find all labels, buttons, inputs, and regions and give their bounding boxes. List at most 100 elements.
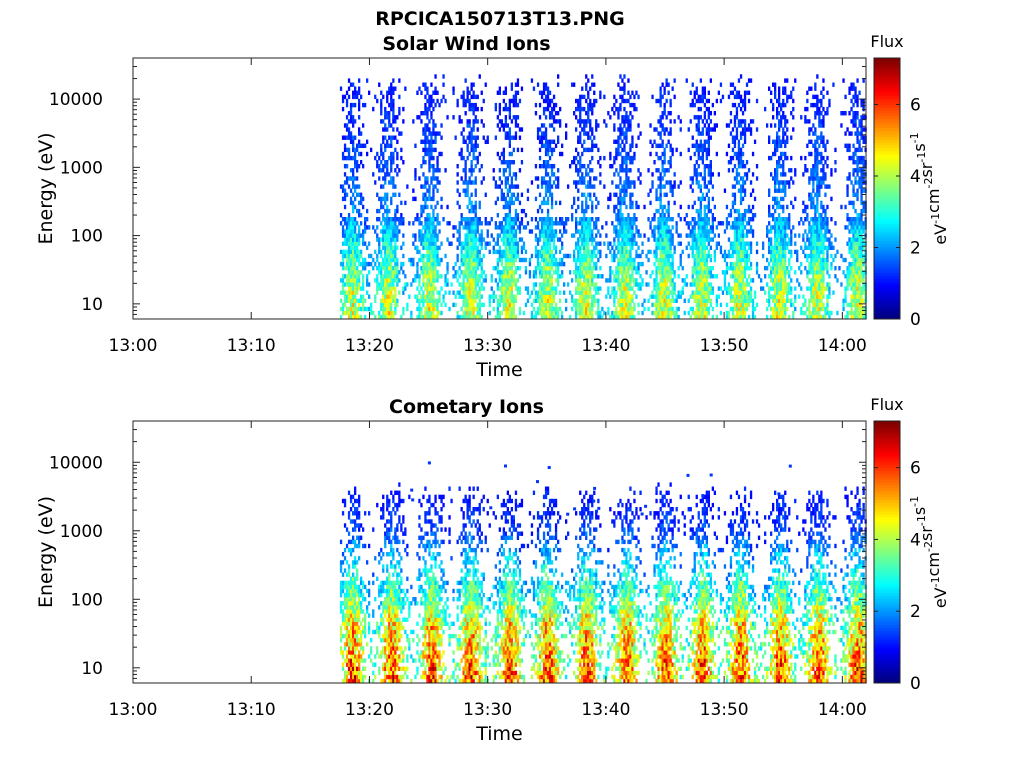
heatmap-cell <box>653 233 656 238</box>
heatmap-cell <box>627 314 630 320</box>
heatmap-cell <box>378 245 381 250</box>
heatmap-cell <box>388 282 391 287</box>
heatmap-cell <box>667 266 670 271</box>
heatmap-cell <box>697 270 700 275</box>
heatmap-cell <box>452 86 455 91</box>
heatmap-cell <box>390 310 393 316</box>
heatmap-cell <box>651 184 654 189</box>
heatmap-cell <box>506 188 509 193</box>
heatmap-cell <box>735 245 739 250</box>
heatmap-cell <box>436 314 439 320</box>
heatmap-cell <box>559 249 562 255</box>
heatmap-cell <box>587 249 590 255</box>
heatmap-cell <box>548 290 552 295</box>
heatmap-cell <box>394 192 397 197</box>
heatmap-cell <box>585 225 588 230</box>
heatmap-cell <box>735 155 739 161</box>
heatmap-cell <box>466 221 469 226</box>
heatmap-cell <box>695 180 698 185</box>
heatmap-cell <box>707 127 710 132</box>
heatmap-cell <box>591 229 594 234</box>
heatmap-cell <box>392 310 395 316</box>
heatmap-cell <box>689 294 692 299</box>
heatmap-cell <box>661 241 664 246</box>
heatmap-cell <box>510 229 513 234</box>
heatmap-cell <box>384 172 387 177</box>
heatmap-cell <box>552 147 556 153</box>
heatmap-cell <box>458 266 461 271</box>
heatmap-cell <box>741 196 745 202</box>
heatmap-cell <box>462 310 465 316</box>
heatmap-cell <box>705 147 708 153</box>
heatmap-cell <box>591 111 594 116</box>
heatmap-cell <box>386 266 389 271</box>
heatmap-cell <box>354 196 357 202</box>
heatmap-cell <box>575 217 578 222</box>
heatmap-cell <box>697 147 700 153</box>
heatmap-cell <box>623 192 626 197</box>
heatmap-cell <box>510 241 513 246</box>
heatmap-cell <box>552 257 556 263</box>
heatmap-cell <box>625 306 628 312</box>
heatmap-cell <box>649 200 652 206</box>
heatmap-cell <box>597 274 600 279</box>
heatmap-cell <box>512 282 515 287</box>
heatmap-cell <box>573 196 576 202</box>
heatmap-cell <box>390 286 393 291</box>
heatmap-cell <box>452 266 455 271</box>
heatmap-cell <box>717 90 720 95</box>
heatmap-cell <box>659 135 662 140</box>
heatmap-cell <box>362 123 365 128</box>
heatmap-cell <box>498 119 501 124</box>
heatmap-cell <box>671 282 674 287</box>
heatmap-cell <box>546 86 550 91</box>
heatmap-cell <box>462 253 465 259</box>
heatmap-cell <box>723 286 727 291</box>
heatmap-cell <box>386 204 389 210</box>
heatmap-cell <box>623 237 626 242</box>
heatmap-cell <box>649 123 652 128</box>
heatmap-cell <box>747 221 751 226</box>
heatmap-cell <box>595 98 598 104</box>
heatmap-cell <box>581 298 584 303</box>
heatmap-cell <box>655 290 658 295</box>
heatmap-cell <box>486 229 489 234</box>
heatmap-cell <box>687 221 690 226</box>
heatmap-cell <box>699 196 702 202</box>
heatmap-cell <box>382 151 385 157</box>
heatmap-cell <box>544 257 548 263</box>
heatmap-cell <box>589 221 592 226</box>
heatmap-cell <box>502 282 505 287</box>
heatmap-cell <box>384 306 387 312</box>
heatmap-cell <box>468 180 471 185</box>
heatmap-cell <box>579 233 582 238</box>
heatmap-cell <box>745 127 749 132</box>
heatmap-cell <box>341 261 345 267</box>
heatmap-cell <box>500 123 503 128</box>
heatmap-cell <box>347 306 351 312</box>
heatmap-cell <box>372 310 375 316</box>
heatmap-cell <box>374 249 377 255</box>
heatmap-cell <box>396 282 399 287</box>
heatmap-cell <box>685 78 688 83</box>
heatmap-cell <box>550 253 554 259</box>
heatmap-cell <box>510 180 513 185</box>
heatmap-cell <box>587 147 590 153</box>
heatmap-cell <box>356 192 359 197</box>
heatmap-cell <box>398 78 401 83</box>
heatmap-cell <box>349 278 353 283</box>
heatmap-cell <box>701 245 704 250</box>
heatmap-cell <box>456 310 459 316</box>
heatmap-cell <box>374 94 377 100</box>
heatmap-cell <box>701 94 704 100</box>
heatmap-cell <box>671 294 674 299</box>
heatmap-cell <box>478 310 481 316</box>
heatmap-cell <box>625 314 628 320</box>
heatmap-cell <box>697 127 700 132</box>
heatmap-cell <box>581 310 584 316</box>
heatmap-cell <box>476 302 479 308</box>
heatmap-cell <box>699 143 702 148</box>
heatmap-cell <box>627 217 630 222</box>
heatmap-cell <box>466 237 469 242</box>
heatmap-cell <box>424 217 427 222</box>
